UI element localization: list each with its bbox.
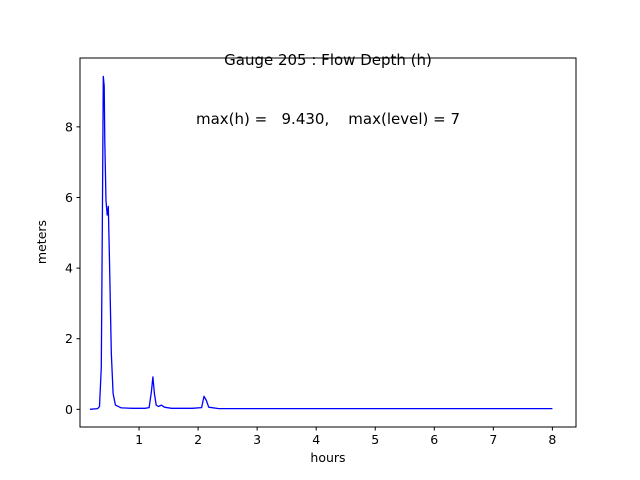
y-tick-label: 0 bbox=[65, 402, 73, 417]
x-tick-label: 2 bbox=[194, 432, 202, 447]
y-tick-label: 2 bbox=[65, 331, 73, 346]
x-tick-label: 4 bbox=[312, 432, 320, 447]
chart-title-line2: max(h) = 9.430, max(level) = 7 bbox=[195, 109, 461, 128]
x-tick-label: 1 bbox=[135, 432, 143, 447]
x-tick-label: 8 bbox=[548, 432, 556, 447]
y-tick-label: 6 bbox=[65, 190, 73, 205]
chart-title: Gauge 205 : Flow Depth (h) max(h) = 9.43… bbox=[80, 12, 576, 168]
axes-frame bbox=[79, 57, 577, 428]
chart-title-line1: Gauge 205 : Flow Depth (h) bbox=[224, 51, 432, 69]
y-tick-label: 4 bbox=[65, 261, 73, 276]
x-axis-label: hours bbox=[310, 450, 345, 465]
x-tick-label: 6 bbox=[430, 432, 438, 447]
y-tick-label: 8 bbox=[65, 119, 73, 134]
axes-group: 1 2 3 4 5 6 7 8 0 2 4 6 8 bbox=[65, 57, 577, 447]
y-axis-label: meters bbox=[34, 220, 49, 264]
x-tick-label: 5 bbox=[371, 432, 379, 447]
series-line-flow-depth bbox=[89, 75, 553, 410]
x-tick-label: 7 bbox=[489, 432, 497, 447]
x-tick-label: 3 bbox=[253, 432, 261, 447]
